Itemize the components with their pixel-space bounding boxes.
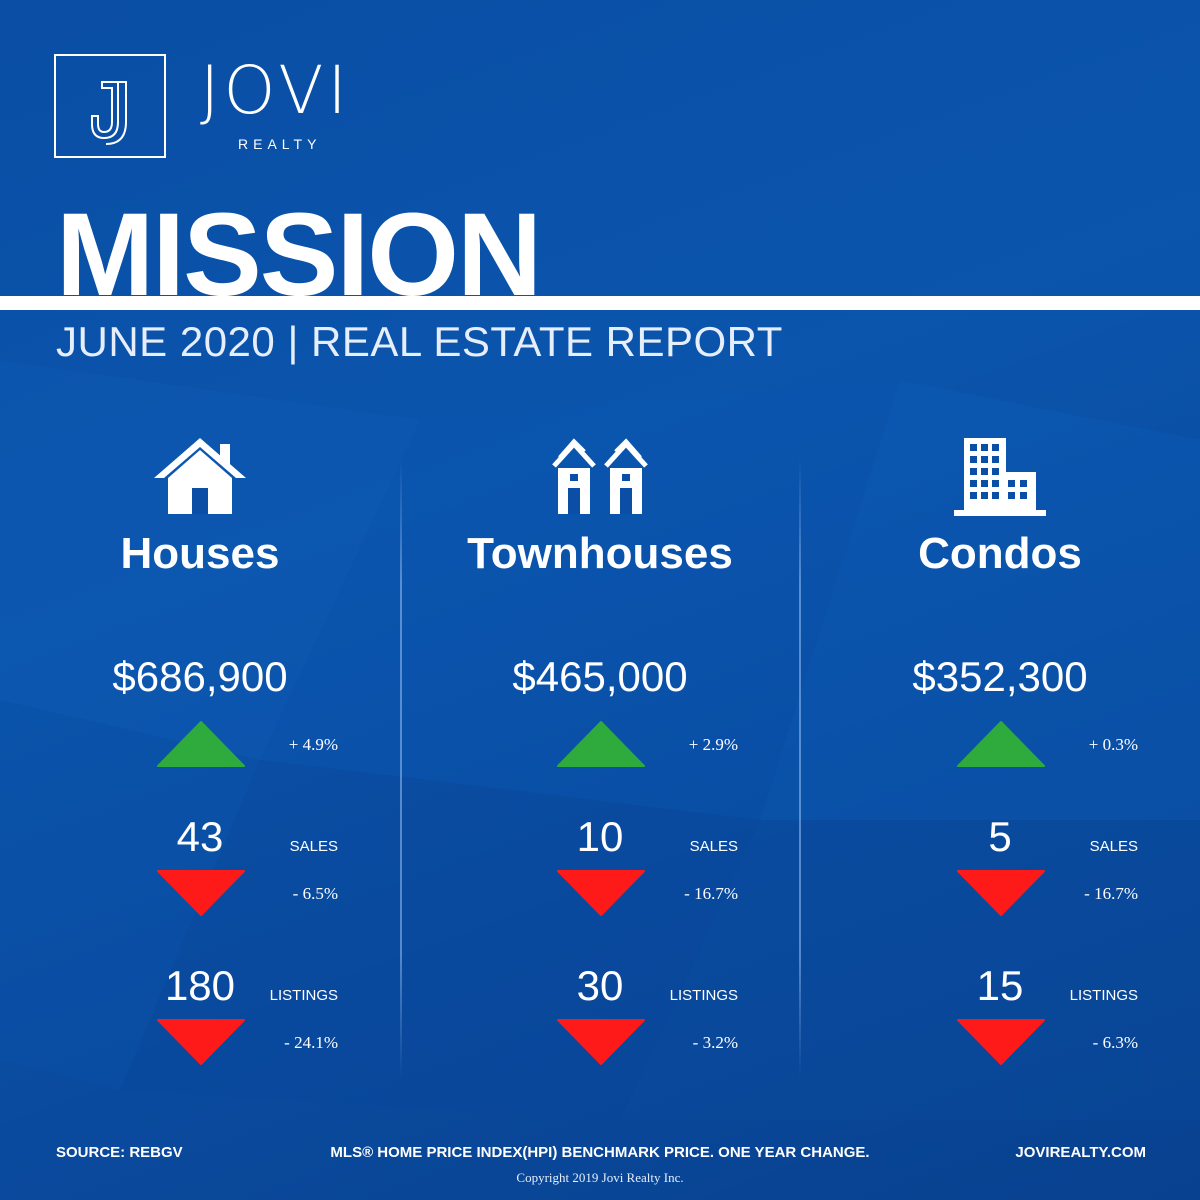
house-icon bbox=[154, 438, 246, 514]
price-change: + 2.9% bbox=[688, 735, 738, 754]
title-rule bbox=[0, 296, 1200, 310]
sales-change: - 16.7% bbox=[1084, 884, 1138, 903]
decrease-arrow-icon bbox=[157, 870, 245, 916]
column-houses: Houses $686,900 + 4.9% 43 SALES - 6.5% 1… bbox=[0, 0, 400, 1200]
decrease-arrow-icon bbox=[957, 870, 1045, 916]
column-divider bbox=[799, 458, 801, 1078]
benchmark-price: $686,900 bbox=[112, 653, 288, 700]
benchmark-price: $352,300 bbox=[912, 653, 1088, 700]
decrease-arrow-icon bbox=[957, 1019, 1045, 1065]
listings-value: 30 bbox=[576, 962, 624, 1009]
increase-arrow-icon bbox=[157, 721, 245, 767]
listings-label: LISTINGS bbox=[1069, 987, 1138, 1004]
townhouse-icon bbox=[552, 438, 648, 514]
sales-label: SALES bbox=[689, 838, 738, 855]
column-divider bbox=[400, 458, 402, 1078]
listings-change: - 3.2% bbox=[692, 1033, 738, 1052]
sales-value: 5 bbox=[988, 813, 1012, 860]
sales-label: SALES bbox=[1089, 838, 1138, 855]
column-title: Houses bbox=[120, 529, 280, 578]
sales-change: - 16.7% bbox=[684, 884, 738, 903]
decrease-arrow-icon bbox=[557, 870, 645, 916]
listings-value: 180 bbox=[164, 962, 236, 1009]
column-townhouses: Townhouses $465,000 + 2.9% 10 SALES - 16… bbox=[400, 0, 800, 1200]
listings-change: - 6.3% bbox=[1092, 1033, 1138, 1052]
sales-label: SALES bbox=[289, 838, 338, 855]
price-change: + 4.9% bbox=[288, 735, 338, 754]
column-title: Townhouses bbox=[467, 529, 733, 578]
price-change: + 0.3% bbox=[1088, 735, 1138, 754]
increase-arrow-icon bbox=[957, 721, 1045, 767]
sales-change: - 6.5% bbox=[292, 884, 338, 903]
sales-value: 10 bbox=[576, 813, 624, 860]
brand-subtitle: REALTY bbox=[238, 136, 322, 152]
column-condos: Condos $352,300 + 0.3% 5 SALES - 16.7% 1… bbox=[800, 0, 1200, 1200]
footer-note: MLS® HOME PRICE INDEX(HPI) BENCHMARK PRI… bbox=[330, 1144, 870, 1161]
listings-value: 15 bbox=[976, 962, 1024, 1009]
listings-change: - 24.1% bbox=[284, 1033, 338, 1052]
increase-arrow-icon bbox=[557, 721, 645, 767]
benchmark-price: $465,000 bbox=[512, 653, 688, 700]
footer-website: JOVIREALTY.COM bbox=[1015, 1144, 1146, 1161]
condo-building-icon bbox=[954, 438, 1046, 516]
logo-mark bbox=[54, 54, 166, 158]
sales-value: 43 bbox=[176, 813, 224, 860]
listings-label: LISTINGS bbox=[669, 987, 738, 1004]
decrease-arrow-icon bbox=[157, 1019, 245, 1065]
decrease-arrow-icon bbox=[557, 1019, 645, 1065]
report-subtitle: JUNE 2020 | REAL ESTATE REPORT bbox=[56, 318, 783, 365]
column-title: Condos bbox=[918, 529, 1082, 578]
city-title: MISSION bbox=[56, 189, 542, 321]
footer-copyright: Copyright 2019 Jovi Realty Inc. bbox=[516, 1170, 684, 1185]
footer-source: SOURCE: REBGV bbox=[56, 1144, 183, 1161]
listings-label: LISTINGS bbox=[269, 987, 338, 1004]
jovi-logo-icon bbox=[91, 81, 127, 145]
brand-name: JOVI bbox=[200, 52, 351, 129]
